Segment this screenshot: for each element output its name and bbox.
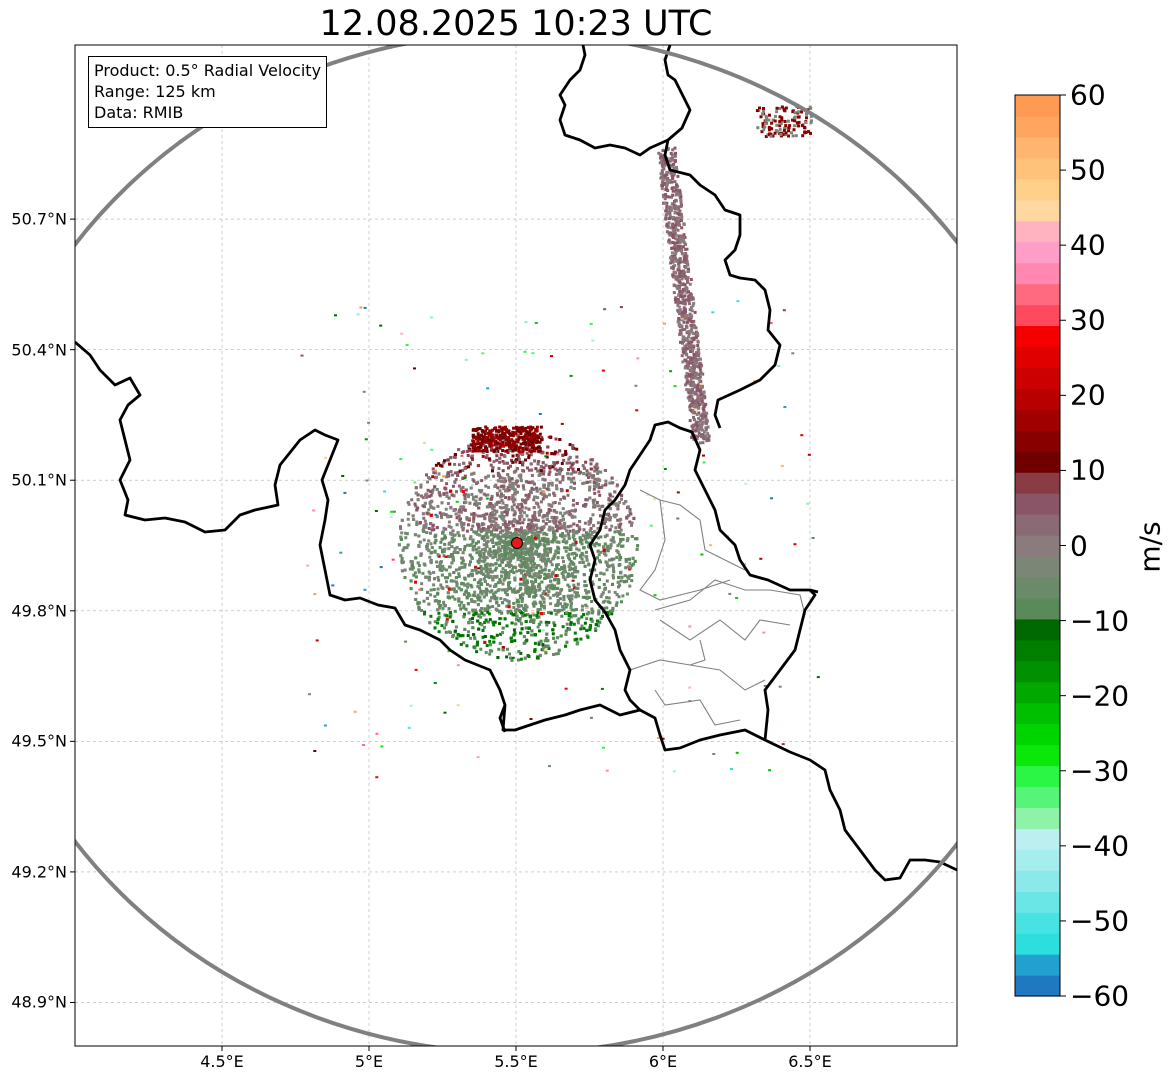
- grid-lines: [75, 45, 957, 1046]
- lon-tick-label: 6.5°E: [788, 1052, 832, 1071]
- colorbar-tick-label: 10: [1070, 453, 1106, 487]
- colorbar-swatch: [1015, 388, 1060, 410]
- colorbar-swatch: [1015, 304, 1060, 327]
- colorbar-swatch: [1015, 178, 1060, 201]
- colorbar-swatch: [1015, 891, 1060, 913]
- colorbar-swatch: [1015, 681, 1060, 704]
- data-source-line: Data: RMIB: [94, 103, 184, 122]
- colorbar-swatch: [1015, 954, 1060, 976]
- lat-tick-label: 50.4°N: [11, 340, 67, 360]
- colorbar-swatch: [1015, 702, 1060, 725]
- colorbar-tick-label: 40: [1070, 228, 1106, 262]
- range-line: Range: 125 km: [94, 82, 216, 101]
- colorbar-tick-label: −50: [1070, 904, 1130, 938]
- colorbar-swatch: [1015, 220, 1060, 243]
- colorbar-swatch: [1015, 95, 1060, 117]
- colorbar-swatch: [1015, 828, 1060, 850]
- colorbar: [1015, 95, 1060, 997]
- colorbar-swatch: [1015, 870, 1060, 892]
- colorbar-swatch: [1015, 744, 1060, 767]
- colorbar-swatch: [1015, 346, 1060, 368]
- colorbar-swatch: [1015, 514, 1060, 536]
- lat-tick-label: 49.8°N: [11, 601, 67, 621]
- velocity-echoes: [300, 105, 820, 779]
- colorbar-swatch: [1015, 262, 1060, 285]
- colorbar-swatch: [1015, 639, 1060, 662]
- lon-tick-label: 5.5°E: [494, 1052, 538, 1071]
- lat-tick-label: 50.1°N: [11, 470, 67, 490]
- colorbar-tick-label: −10: [1070, 604, 1130, 638]
- colorbar-swatch: [1015, 849, 1060, 871]
- colorbar-swatch: [1015, 618, 1060, 641]
- product-line: Product: 0.5° Radial Velocity: [94, 61, 322, 80]
- colorbar-unit-label: m/s: [1133, 521, 1167, 573]
- colorbar-swatch: [1015, 283, 1060, 306]
- lon-tick-label: 6°E: [648, 1052, 678, 1071]
- colorbar-swatch: [1015, 597, 1060, 620]
- colorbar-tick-label: 0: [1070, 529, 1088, 562]
- colorbar-swatch: [1015, 786, 1060, 809]
- colorbar-tick-label: −30: [1070, 754, 1130, 788]
- lat-tick-label: 50.7°N: [11, 209, 67, 229]
- colorbar-swatch: [1015, 535, 1060, 557]
- radar-site-marker: [511, 537, 523, 549]
- colorbar-swatch: [1015, 451, 1060, 473]
- colorbar-swatch: [1015, 136, 1060, 159]
- colorbar-swatch: [1015, 975, 1060, 997]
- colorbar-swatch: [1015, 325, 1060, 348]
- colorbar-swatch: [1015, 576, 1060, 599]
- colorbar-swatch: [1015, 157, 1060, 180]
- colorbar-tick-label: −20: [1070, 679, 1130, 713]
- colorbar-swatch: [1015, 241, 1060, 264]
- colorbar-tick-label: 60: [1070, 78, 1106, 112]
- colorbar-swatch: [1015, 199, 1060, 222]
- lon-tick-label: 5°E: [354, 1052, 384, 1071]
- country-borders: [75, 45, 957, 882]
- colorbar-swatch: [1015, 660, 1060, 683]
- colorbar-swatch: [1015, 472, 1060, 494]
- colorbar-swatch: [1015, 493, 1060, 515]
- colorbar-tick-label: 30: [1070, 303, 1106, 337]
- axis-tick-marks: [70, 218, 811, 1051]
- product-info-box: Product: 0.5° Radial Velocity Range: 125…: [88, 56, 328, 128]
- colorbar-tick-label: −60: [1070, 979, 1130, 1013]
- colorbar-swatch: [1015, 765, 1060, 788]
- colorbar-tick-label: 50: [1070, 153, 1106, 187]
- colorbar-ticks: [1060, 94, 1066, 997]
- colorbar-tick-label: 20: [1070, 378, 1106, 412]
- lat-tick-label: 49.5°N: [11, 731, 67, 751]
- lon-tick-label: 4.5°E: [200, 1052, 244, 1071]
- colorbar-swatch: [1015, 430, 1060, 452]
- lat-tick-label: 49.2°N: [11, 862, 67, 882]
- colorbar-swatch: [1015, 367, 1060, 389]
- colorbar-swatch: [1015, 723, 1060, 746]
- colorbar-swatch: [1015, 555, 1060, 578]
- colorbar-tick-label: −40: [1070, 829, 1130, 863]
- colorbar-swatch: [1015, 912, 1060, 934]
- map-title: 12.08.2025 10:23 UTC: [319, 4, 713, 44]
- lat-tick-label: 48.9°N: [11, 992, 67, 1012]
- colorbar-swatch: [1015, 933, 1060, 955]
- colorbar-swatch: [1015, 807, 1060, 829]
- colorbar-swatch: [1015, 115, 1060, 138]
- state-borders: [629, 489, 806, 726]
- colorbar-swatch: [1015, 409, 1060, 431]
